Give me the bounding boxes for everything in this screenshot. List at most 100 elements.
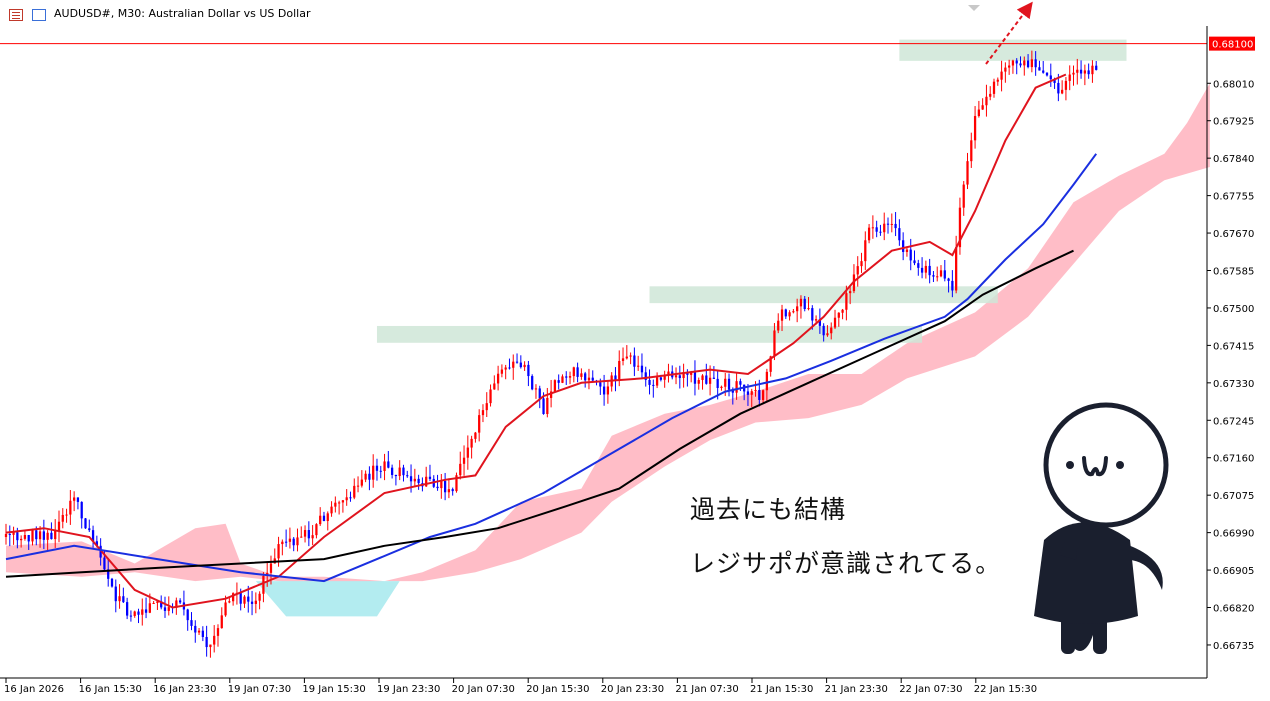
candle-body — [1049, 75, 1052, 80]
candle-body — [35, 530, 38, 540]
x-tick-label: 19 Jan 07:30 — [228, 684, 291, 695]
candle-body — [322, 515, 326, 522]
candle-body — [54, 530, 57, 540]
candle-body — [209, 644, 212, 648]
candle-body — [330, 506, 333, 514]
candle-body — [708, 377, 712, 384]
moving-average-fast — [5, 73, 1067, 609]
candle-body — [902, 240, 905, 252]
candle-body — [761, 390, 765, 400]
candle-body — [459, 463, 462, 476]
candle-body — [985, 96, 988, 106]
candle-body — [496, 373, 500, 384]
candle-body — [871, 227, 875, 229]
candle-body — [833, 317, 837, 328]
candle-body — [216, 628, 220, 636]
candle-body — [527, 364, 530, 377]
candle-body — [243, 596, 246, 604]
moving-average-mid — [5, 153, 1098, 583]
candle-body — [625, 356, 628, 359]
candle-body — [152, 602, 155, 604]
sr-zone — [649, 286, 998, 304]
candle-body — [701, 375, 704, 381]
candle-body — [250, 601, 254, 604]
candle-body — [803, 298, 806, 310]
candle-body — [4, 533, 8, 538]
candle-body — [466, 447, 469, 458]
candle-body — [618, 360, 621, 381]
candle-body — [311, 535, 314, 539]
chart-background — [0, 26, 1207, 678]
candle-body — [269, 563, 273, 573]
sr-zone — [376, 325, 923, 343]
candle-body — [523, 364, 526, 368]
current-price-line-group: 0.68100 — [0, 36, 1255, 51]
scroll-marker-icon[interactable] — [968, 5, 980, 11]
candle-body — [489, 389, 492, 404]
candle-body — [46, 532, 49, 540]
candle-body — [750, 391, 753, 395]
y-tick-label: 0.67670 — [1213, 229, 1254, 240]
candle-body — [716, 378, 719, 388]
candle-body — [996, 79, 999, 82]
candle-body — [898, 228, 901, 241]
candle-body — [194, 625, 197, 633]
chart-menu-icon[interactable] — [9, 9, 23, 21]
candle-body — [205, 636, 208, 648]
candle-body — [349, 497, 352, 499]
candle-body — [678, 375, 681, 379]
candle-body — [478, 415, 481, 433]
candle-body — [788, 312, 791, 317]
candle-body — [126, 602, 129, 616]
candle-body — [792, 311, 795, 313]
candle-body — [390, 467, 394, 475]
candle-body — [905, 249, 909, 252]
candle-body — [425, 476, 428, 487]
candle-body — [133, 611, 136, 616]
candle-body — [1076, 69, 1079, 73]
candle-body — [765, 371, 769, 391]
chart-type-icon[interactable] — [32, 9, 46, 21]
candle-body — [118, 596, 121, 602]
candle-body — [962, 184, 965, 208]
candle-body — [572, 367, 575, 377]
mascot-mouth — [1082, 456, 1108, 477]
x-tick-label: 19 Jan 23:30 — [377, 684, 440, 695]
candle-body — [1064, 80, 1068, 90]
candle-body — [565, 376, 568, 378]
candle-body — [61, 514, 64, 522]
candle-body — [769, 356, 772, 372]
candle-body — [80, 501, 83, 519]
candle-body — [341, 500, 345, 503]
candle-body — [485, 403, 488, 411]
candle-body — [576, 367, 579, 377]
candle-body — [493, 383, 496, 390]
mascot-character — [1034, 402, 1169, 654]
candle-body — [345, 497, 348, 501]
candle-body — [228, 601, 231, 603]
candle-body — [735, 381, 738, 393]
candle-body — [356, 485, 360, 487]
x-tick-label: 22 Jan 15:30 — [974, 684, 1037, 695]
candle-body — [186, 609, 189, 621]
candle-body — [247, 596, 250, 602]
candle-body — [303, 530, 307, 537]
candle-body — [841, 309, 844, 313]
candle-body — [640, 365, 644, 373]
candle-body — [307, 530, 310, 539]
candle-body — [213, 635, 216, 645]
candle-body — [637, 365, 640, 367]
y-tick-label: 0.67160 — [1213, 454, 1254, 465]
candle-body — [406, 475, 409, 477]
candle-body — [1023, 60, 1026, 66]
annotation-line-1: 過去にも結構 — [690, 495, 847, 524]
candle-body — [561, 376, 564, 383]
candle-body — [973, 116, 977, 141]
candle-body — [440, 481, 443, 489]
y-tick-label: 0.67585 — [1213, 267, 1254, 278]
candle-body — [633, 355, 636, 367]
candle-body — [648, 379, 651, 385]
candle-body — [50, 532, 53, 540]
candle-body — [875, 227, 878, 232]
